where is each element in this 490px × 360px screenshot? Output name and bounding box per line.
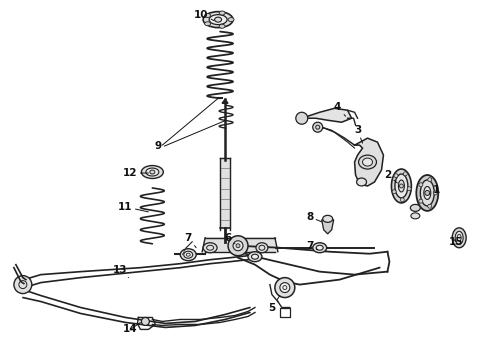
Text: 2: 2 (384, 170, 397, 183)
Circle shape (419, 199, 423, 203)
Circle shape (14, 276, 32, 293)
Ellipse shape (398, 180, 404, 192)
Ellipse shape (150, 170, 155, 174)
Text: 4: 4 (334, 102, 345, 116)
Circle shape (280, 283, 290, 293)
Text: 3: 3 (354, 125, 363, 143)
Ellipse shape (215, 17, 221, 22)
Circle shape (392, 190, 396, 194)
Circle shape (296, 112, 308, 124)
Ellipse shape (359, 155, 376, 169)
Ellipse shape (316, 245, 323, 250)
Circle shape (394, 174, 398, 178)
Circle shape (400, 198, 404, 202)
Ellipse shape (416, 175, 438, 211)
Text: 15: 15 (449, 237, 464, 247)
Circle shape (399, 184, 403, 188)
Circle shape (407, 187, 411, 191)
Circle shape (419, 183, 423, 187)
Ellipse shape (142, 166, 163, 179)
Ellipse shape (146, 168, 159, 176)
Text: 7: 7 (306, 241, 318, 251)
Circle shape (275, 278, 295, 298)
Polygon shape (220, 158, 230, 228)
Circle shape (428, 204, 432, 208)
Ellipse shape (256, 243, 268, 253)
Ellipse shape (251, 254, 258, 259)
Polygon shape (202, 238, 278, 252)
Text: 5: 5 (268, 296, 280, 312)
Circle shape (313, 122, 323, 132)
Ellipse shape (228, 18, 234, 22)
Ellipse shape (248, 252, 262, 262)
Polygon shape (322, 220, 334, 234)
Polygon shape (302, 108, 352, 122)
Ellipse shape (455, 231, 463, 244)
Text: 1: 1 (429, 185, 440, 195)
Ellipse shape (420, 180, 434, 206)
Text: 10: 10 (194, 10, 214, 21)
Ellipse shape (411, 213, 420, 219)
Text: 6: 6 (224, 233, 235, 244)
Ellipse shape (219, 11, 225, 15)
Ellipse shape (209, 15, 227, 24)
Circle shape (425, 190, 430, 195)
Text: 14: 14 (123, 323, 141, 334)
Polygon shape (355, 138, 384, 186)
Ellipse shape (392, 169, 412, 203)
Text: 8: 8 (306, 212, 322, 222)
Ellipse shape (424, 186, 431, 199)
Text: 12: 12 (123, 168, 148, 178)
Ellipse shape (452, 228, 466, 248)
Ellipse shape (205, 22, 211, 26)
Circle shape (236, 244, 240, 248)
Ellipse shape (457, 234, 461, 241)
Ellipse shape (357, 178, 367, 186)
Text: 11: 11 (118, 202, 148, 212)
Text: 7: 7 (185, 233, 196, 248)
Circle shape (142, 318, 149, 325)
Ellipse shape (203, 243, 217, 253)
Text: 13: 13 (113, 265, 128, 278)
Ellipse shape (180, 249, 196, 261)
Ellipse shape (219, 24, 225, 28)
Ellipse shape (205, 14, 211, 18)
Polygon shape (222, 99, 228, 103)
Circle shape (233, 241, 243, 251)
Ellipse shape (203, 12, 233, 28)
Circle shape (433, 191, 437, 195)
Ellipse shape (313, 243, 327, 253)
Ellipse shape (410, 204, 420, 211)
Ellipse shape (363, 158, 372, 166)
Ellipse shape (323, 215, 333, 222)
Text: 9: 9 (155, 141, 162, 151)
Circle shape (228, 236, 248, 256)
Circle shape (428, 178, 432, 182)
Ellipse shape (184, 251, 193, 258)
Ellipse shape (395, 174, 408, 198)
Circle shape (403, 172, 407, 176)
